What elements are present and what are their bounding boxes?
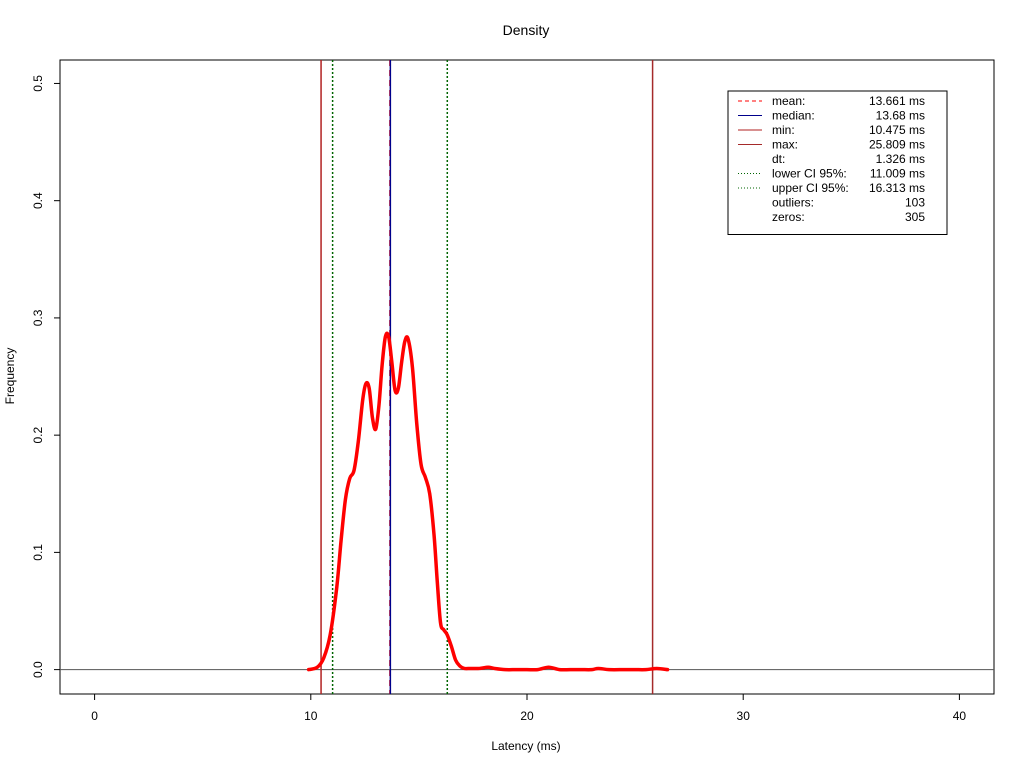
legend-value: 16.313 ms [869, 181, 925, 195]
legend-label: lower CI 95%: [772, 167, 847, 181]
x-tick-label: 0 [91, 709, 98, 723]
legend-label: upper CI 95%: [772, 181, 849, 195]
legend-label: min: [772, 123, 795, 137]
legend-label: max: [772, 138, 798, 152]
legend-label: outliers: [772, 196, 814, 210]
y-tick-label: 0.0 [31, 661, 45, 678]
legend-value: 13.661 ms [869, 94, 925, 108]
x-tick-label: 30 [737, 709, 751, 723]
density-curve [306, 331, 670, 672]
x-tick-label: 40 [953, 709, 967, 723]
y-tick-label: 0.2 [31, 426, 45, 443]
x-tick-label: 10 [304, 709, 318, 723]
legend-value: 305 [905, 210, 925, 224]
legend-value: 11.009 ms [870, 167, 925, 181]
x-tick-label: 20 [520, 709, 534, 723]
legend-value: 13.68 ms [876, 109, 925, 123]
legend-value: 25.809 ms [869, 138, 925, 152]
legend-label: median: [772, 109, 815, 123]
x-axis-label: Latency (ms) [491, 739, 560, 753]
legend-value: 1.326 ms [876, 152, 925, 166]
density-series [306, 331, 670, 672]
chart-title: Density [503, 22, 550, 38]
y-tick-label: 0.1 [31, 544, 45, 561]
reference-lines [320, 60, 654, 694]
y-axis: 0.0 0.1 0.2 0.3 0.4 0.5 [31, 75, 60, 678]
legend-label: dt: [772, 152, 785, 166]
legend: mean: 13.661 ms median: 13.68 ms min: 10.475 … [727, 90, 948, 235]
legend-value: 10.475 ms [869, 123, 925, 137]
y-tick-label: 0.5 [31, 75, 45, 92]
legend-label: mean: [772, 94, 805, 108]
legend-label: zeros: [772, 210, 805, 224]
y-tick-label: 0.3 [31, 309, 45, 326]
legend-value: 103 [905, 196, 925, 210]
y-axis-label: Frequency [3, 348, 17, 405]
y-tick-label: 0.4 [31, 192, 45, 209]
x-axis: 0 10 20 30 40 [91, 694, 966, 723]
legend-box [727, 90, 948, 235]
